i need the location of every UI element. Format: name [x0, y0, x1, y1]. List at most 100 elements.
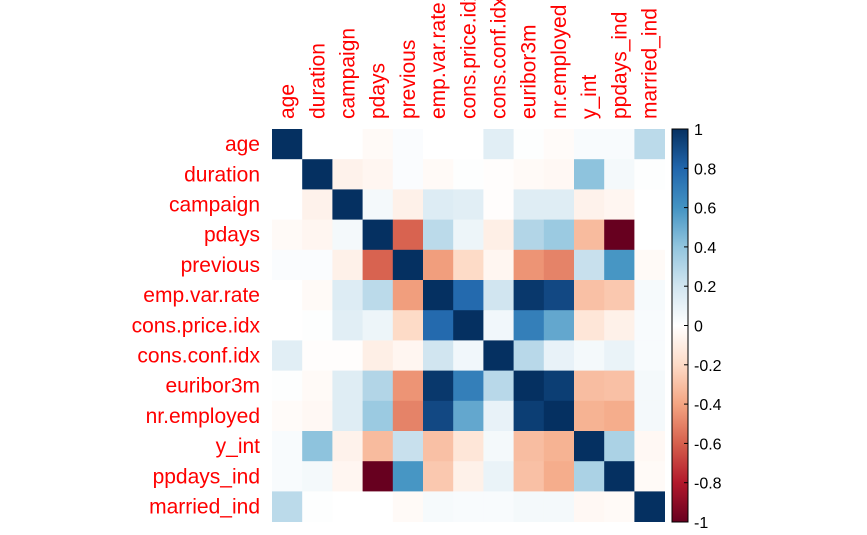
colorbar-tick-label: -0.4 [694, 397, 722, 414]
heatmap-cell-y_int-age [272, 431, 303, 462]
heatmap-cell-emp.var.rate-previous [392, 280, 424, 311]
column-label: emp.var.rate [427, 2, 450, 119]
row-label: cons.conf.idx [137, 345, 260, 368]
heatmap-cell-married_ind-y_int [574, 491, 605, 522]
heatmap-cell-previous-duration [302, 249, 333, 281]
heatmap-cell-previous-age [272, 249, 303, 281]
heatmap-cell-cons.conf.idx-emp.var.rate [423, 340, 454, 371]
heatmap-cell-emp.var.rate-duration [302, 280, 333, 311]
row-label: ppdays_ind [153, 465, 260, 488]
heatmap-cell-campaign-cons.conf.idx [483, 189, 514, 220]
heatmap-cell-cons.conf.idx-euribor3m [513, 340, 545, 371]
heatmap-cell-ppdays_ind-emp.var.rate [423, 461, 454, 492]
heatmap-cell-cons.price.idx-age [272, 310, 303, 341]
colorbar-tick-label: 1 [694, 122, 703, 139]
heatmap-cell-married_ind-euribor3m [513, 491, 545, 522]
heatmap-cell-euribor3m-ppdays_ind [604, 370, 635, 402]
row-label: previous [181, 254, 260, 277]
heatmap-cell-duration-cons.price.idx [453, 159, 484, 190]
colorbar-tick-label: 0.4 [694, 240, 716, 257]
heatmap-cell-cons.price.idx-married_ind [634, 310, 665, 341]
heatmap-cell-cons.price.idx-previous [392, 310, 424, 341]
heatmap-cell-nr.employed-nr.employed [543, 400, 575, 432]
heatmap-cell-cons.conf.idx-cons.price.idx [453, 340, 484, 371]
heatmap-cell-euribor3m-cons.conf.idx [483, 370, 514, 402]
heatmap-cell-campaign-euribor3m [513, 189, 545, 220]
heatmap-cell-ppdays_ind-married_ind [634, 461, 665, 492]
column-label: age [276, 84, 299, 119]
heatmap-cell-emp.var.rate-emp.var.rate [423, 280, 454, 311]
heatmap-cell-cons.conf.idx-duration [302, 340, 333, 371]
heatmap-cell-age-y_int [574, 129, 605, 160]
heatmap-cell-y_int-cons.price.idx [453, 431, 484, 462]
heatmap-cell-y_int-y_int [574, 431, 605, 462]
heatmap-cell-nr.employed-married_ind [634, 400, 665, 432]
heatmap-cell-previous-campaign [332, 249, 363, 281]
heatmap-cell-campaign-campaign [332, 189, 363, 220]
heatmap-cell-nr.employed-cons.price.idx [453, 400, 484, 432]
heatmap-cell-duration-duration [302, 159, 333, 190]
heatmap-cell-ppdays_ind-previous [392, 461, 424, 492]
heatmap-cell-ppdays_ind-duration [302, 461, 333, 492]
heatmap-cell-pdays-campaign [332, 219, 363, 251]
row-label: married_ind [149, 496, 260, 519]
heatmap-cell-y_int-campaign [332, 431, 363, 462]
heatmap-cell-y_int-nr.employed [543, 431, 575, 462]
heatmap-cell-duration-euribor3m [513, 159, 545, 190]
heatmap-cell-cons.price.idx-emp.var.rate [423, 310, 454, 341]
colorbar-tick-label: -0.2 [694, 358, 722, 375]
row-label: emp.var.rate [143, 284, 260, 307]
heatmap-cell-age-cons.conf.idx [483, 129, 514, 160]
heatmap-cell-pdays-previous [392, 219, 424, 251]
heatmap-cell-euribor3m-euribor3m [513, 370, 545, 402]
heatmap-cell-previous-nr.employed [543, 249, 575, 281]
heatmap-cell-duration-y_int [574, 159, 605, 190]
heatmap-cell-euribor3m-age [272, 370, 303, 402]
heatmap-cell-cons.price.idx-euribor3m [513, 310, 545, 341]
heatmap-cell-age-married_ind [634, 129, 665, 160]
colorbar-tick-label: 0.6 [694, 201, 716, 218]
heatmap-cell-y_int-duration [302, 431, 333, 462]
heatmap-cell-euribor3m-nr.employed [543, 370, 575, 402]
heatmap-cell-cons.conf.idx-ppdays_ind [604, 340, 635, 371]
heatmap-cell-pdays-pdays [362, 219, 394, 251]
heatmap-cell-ppdays_ind-age [272, 461, 303, 492]
heatmap-cell-cons.conf.idx-cons.conf.idx [483, 340, 514, 371]
heatmap-cell-age-emp.var.rate [423, 129, 454, 160]
heatmap-cell-age-campaign [332, 129, 363, 160]
heatmap-cell-emp.var.rate-married_ind [634, 280, 665, 311]
column-label: cons.conf.idx [488, 0, 511, 119]
heatmap-cell-duration-married_ind [634, 159, 665, 190]
heatmap-cell-married_ind-cons.price.idx [453, 491, 484, 522]
heatmap-cell-cons.price.idx-ppdays_ind [604, 310, 635, 341]
heatmap-cell-age-cons.price.idx [453, 129, 484, 160]
heatmap-cell-pdays-age [272, 219, 303, 251]
heatmap-cell-cons.conf.idx-pdays [362, 340, 394, 371]
heatmap-cell-pdays-y_int [574, 219, 605, 251]
colorbar-tick-label: -0.6 [694, 436, 722, 453]
heatmap-cell-emp.var.rate-cons.conf.idx [483, 280, 514, 311]
heatmap-cell-euribor3m-married_ind [634, 370, 665, 402]
heatmap-cell-previous-emp.var.rate [423, 249, 454, 281]
heatmap-cell-previous-cons.price.idx [453, 249, 484, 281]
colorbar-tick-label: -0.8 [694, 476, 722, 493]
heatmap-cell-duration-previous [392, 159, 424, 190]
heatmap-cell-cons.price.idx-campaign [332, 310, 363, 341]
heatmap-cell-duration-age [272, 159, 303, 190]
heatmap-cell-previous-married_ind [634, 249, 665, 281]
row-label: y_int [216, 435, 261, 458]
heatmap-cell-pdays-cons.conf.idx [483, 219, 514, 251]
heatmap-cell-pdays-emp.var.rate [423, 219, 454, 251]
heatmap-cell-duration-cons.conf.idx [483, 159, 514, 190]
row-labels: age duration campaign pdays previous emp.var.… [132, 133, 261, 518]
heatmap-cell-cons.price.idx-duration [302, 310, 333, 341]
heatmap-cell-married_ind-ppdays_ind [604, 491, 635, 522]
row-label: age [225, 133, 260, 156]
heatmap-cell-nr.employed-previous [392, 400, 424, 432]
column-label: nr.employed [548, 5, 571, 119]
heatmap-cell-ppdays_ind-campaign [332, 461, 363, 492]
heatmap-cell-ppdays_ind-cons.conf.idx [483, 461, 514, 492]
heatmap-cell-nr.employed-duration [302, 400, 333, 432]
heatmap-cell-cons.price.idx-nr.employed [543, 310, 575, 341]
column-label: euribor3m [518, 24, 541, 119]
